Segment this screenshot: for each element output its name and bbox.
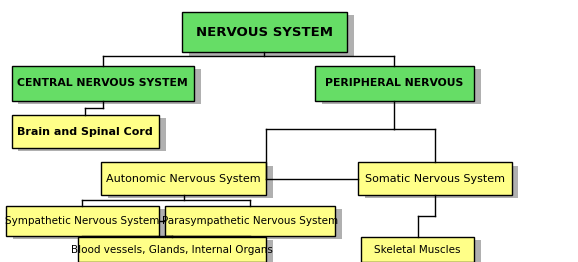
FancyBboxPatch shape: [18, 118, 166, 151]
FancyBboxPatch shape: [13, 209, 166, 239]
FancyBboxPatch shape: [361, 237, 474, 262]
FancyBboxPatch shape: [101, 162, 266, 195]
FancyBboxPatch shape: [315, 66, 474, 101]
FancyBboxPatch shape: [358, 162, 512, 195]
FancyBboxPatch shape: [78, 237, 266, 262]
Text: Blood vessels, Glands, Internal Organs: Blood vessels, Glands, Internal Organs: [71, 244, 273, 255]
FancyBboxPatch shape: [182, 12, 347, 52]
FancyBboxPatch shape: [85, 240, 273, 262]
Text: PERIPHERAL NERVOUS: PERIPHERAL NERVOUS: [325, 78, 464, 88]
Text: Sympathetic Nervous System: Sympathetic Nervous System: [5, 216, 160, 226]
FancyBboxPatch shape: [368, 240, 481, 262]
FancyBboxPatch shape: [108, 166, 273, 198]
FancyBboxPatch shape: [18, 69, 201, 104]
Text: Autonomic Nervous System: Autonomic Nervous System: [106, 174, 261, 184]
FancyBboxPatch shape: [165, 206, 335, 236]
Text: NERVOUS SYSTEM: NERVOUS SYSTEM: [196, 26, 333, 39]
Text: CENTRAL NERVOUS SYSTEM: CENTRAL NERVOUS SYSTEM: [17, 78, 188, 88]
FancyBboxPatch shape: [6, 206, 159, 236]
FancyBboxPatch shape: [172, 209, 342, 239]
Text: Brain and Spinal Cord: Brain and Spinal Cord: [17, 127, 153, 137]
Text: Parasympathetic Nervous System: Parasympathetic Nervous System: [162, 216, 338, 226]
FancyBboxPatch shape: [365, 166, 518, 198]
Text: Skeletal Muscles: Skeletal Muscles: [375, 244, 461, 255]
Text: Somatic Nervous System: Somatic Nervous System: [365, 174, 505, 184]
FancyBboxPatch shape: [12, 115, 159, 148]
FancyBboxPatch shape: [12, 66, 194, 101]
FancyBboxPatch shape: [189, 15, 354, 56]
FancyBboxPatch shape: [322, 69, 481, 104]
